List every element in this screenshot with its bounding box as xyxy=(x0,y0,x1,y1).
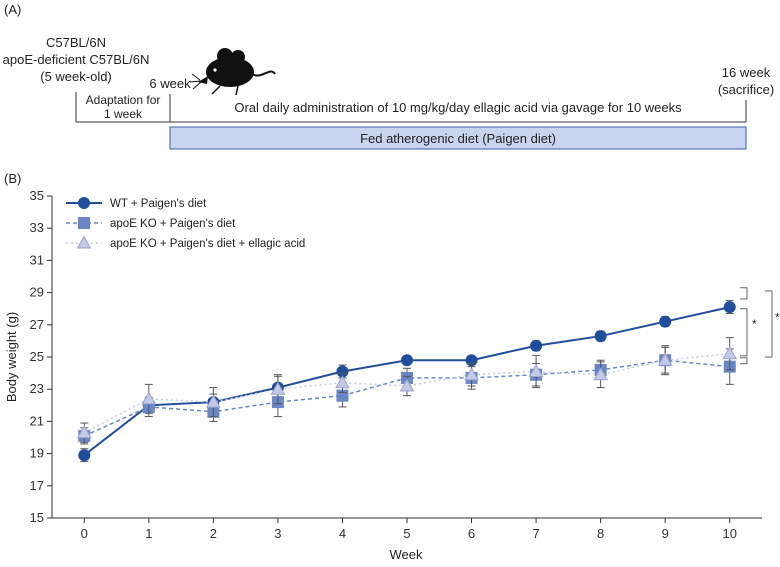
strain-line1: C57BL/6N xyxy=(46,35,106,50)
x-tick-label: 8 xyxy=(597,526,604,541)
x-tick-label: 0 xyxy=(81,526,88,541)
x-tick-label: 1 xyxy=(145,526,152,541)
x-tick-label: 9 xyxy=(662,526,669,541)
end-week-label-line2: (sacrifice) xyxy=(718,82,774,97)
significance-brackets: * * xyxy=(740,287,780,365)
bracket-outer xyxy=(765,290,773,358)
y-axis-title: Body weight (g) xyxy=(4,312,19,402)
mouse-icon xyxy=(189,48,276,96)
panel-a: (A) C57BL/6N apoE-deficient C57BL/6N (5 … xyxy=(3,2,774,150)
panel-b-label: (B) xyxy=(4,171,21,186)
y-tick-label: 17 xyxy=(30,478,44,493)
series-2 xyxy=(76,337,738,443)
data-point xyxy=(594,330,607,343)
chart-legend: WT + Paigen's diet apoE KO + Paigen's die… xyxy=(66,197,305,250)
x-tick-label: 7 xyxy=(532,526,539,541)
data-point xyxy=(722,346,738,360)
data-point xyxy=(530,339,543,352)
data-point xyxy=(657,352,673,366)
legend-label: apoE KO + Paigen's diet xyxy=(110,218,236,230)
adaptation-line2: 1 week xyxy=(104,107,143,121)
y-tick-label: 25 xyxy=(30,349,44,364)
end-week-label-line1: 16 week xyxy=(722,65,771,80)
bracket-lower xyxy=(740,357,748,365)
data-point xyxy=(399,378,415,392)
y-tick-label: 23 xyxy=(30,381,44,396)
data-point xyxy=(141,391,157,405)
x-tick-label: 10 xyxy=(722,526,736,541)
data-point xyxy=(528,363,544,377)
y-tick-label: 19 xyxy=(30,446,44,461)
data-point xyxy=(78,197,90,209)
y-tick-label: 27 xyxy=(30,317,44,332)
diet-bar xyxy=(169,126,747,150)
data-point xyxy=(593,367,608,381)
significance-star: * xyxy=(775,311,780,325)
data-point xyxy=(659,315,672,328)
adaptation-line1: Adaptation for xyxy=(86,93,161,107)
data-point xyxy=(78,449,91,462)
timeline xyxy=(75,92,747,123)
x-tick-label: 3 xyxy=(274,526,281,541)
bracket-inner xyxy=(740,308,748,357)
series-line xyxy=(83,353,730,434)
data-point xyxy=(401,354,413,367)
y-tick-label: 31 xyxy=(30,252,44,267)
significance-star: * xyxy=(752,317,757,331)
data-point xyxy=(78,217,90,229)
start-week-label: 6 week xyxy=(149,76,191,91)
y-tick-label: 21 xyxy=(30,413,44,428)
data-point xyxy=(76,235,92,249)
y-tick-label: 33 xyxy=(30,220,44,235)
legend-label: WT + Paigen's diet xyxy=(110,198,207,210)
chart-series xyxy=(76,300,738,463)
panel-a-label: (A) xyxy=(4,2,21,17)
legend-label: apoE KO + Paigen's diet + ellagic acid xyxy=(110,238,305,250)
data-point xyxy=(335,375,350,389)
diet-bar-label: Fed atherogenic diet (Paigen diet) xyxy=(360,131,556,146)
data-point xyxy=(464,367,479,381)
x-tick-label: 5 xyxy=(403,526,410,541)
data-point xyxy=(270,381,286,395)
data-point xyxy=(206,394,221,408)
x-tick-label: 4 xyxy=(339,526,346,541)
bracket-small xyxy=(740,287,748,300)
y-tick-label: 29 xyxy=(30,285,44,300)
x-axis-title: Week xyxy=(390,547,423,562)
y-tick-label: 15 xyxy=(30,510,44,525)
data-point xyxy=(76,425,92,439)
data-point xyxy=(723,301,736,314)
administration-text: Oral daily administration of 10 mg/kg/da… xyxy=(234,100,682,115)
strain-line3: (5 week-old) xyxy=(40,69,112,84)
y-tick-label: 35 xyxy=(30,188,44,203)
legend-item: apoE KO + Paigen's diet + ellagic acid xyxy=(66,235,305,250)
x-tick-label: 2 xyxy=(210,526,217,541)
strain-line2: apoE-deficient C57BL/6N xyxy=(3,52,150,67)
x-tick-label: 6 xyxy=(468,526,475,541)
legend-item: apoE KO + Paigen's diet xyxy=(66,217,236,230)
legend-item: WT + Paigen's diet xyxy=(66,197,207,210)
